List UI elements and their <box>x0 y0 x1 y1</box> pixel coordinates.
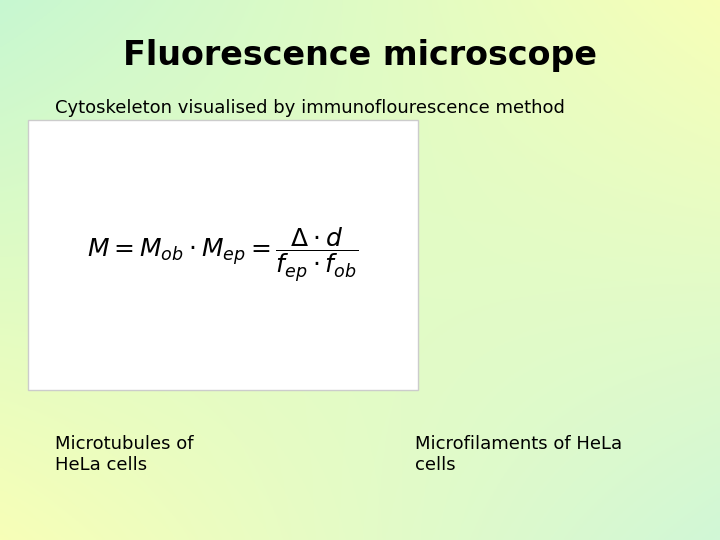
Text: Microfilaments of HeLa
cells: Microfilaments of HeLa cells <box>415 435 622 474</box>
Bar <box>28 120 418 390</box>
Text: Fluorescence microscope: Fluorescence microscope <box>123 38 597 71</box>
Text: $M = M_{ob} \cdot M_{ep} = \dfrac{\Delta \cdot d}{f_{ep} \cdot f_{ob}}$: $M = M_{ob} \cdot M_{ep} = \dfrac{\Delta… <box>87 226 359 284</box>
Text: Microtubules of
HeLa cells: Microtubules of HeLa cells <box>55 435 194 474</box>
Text: Cytoskeleton visualised by immunoflourescence method: Cytoskeleton visualised by immunofloures… <box>55 99 565 117</box>
